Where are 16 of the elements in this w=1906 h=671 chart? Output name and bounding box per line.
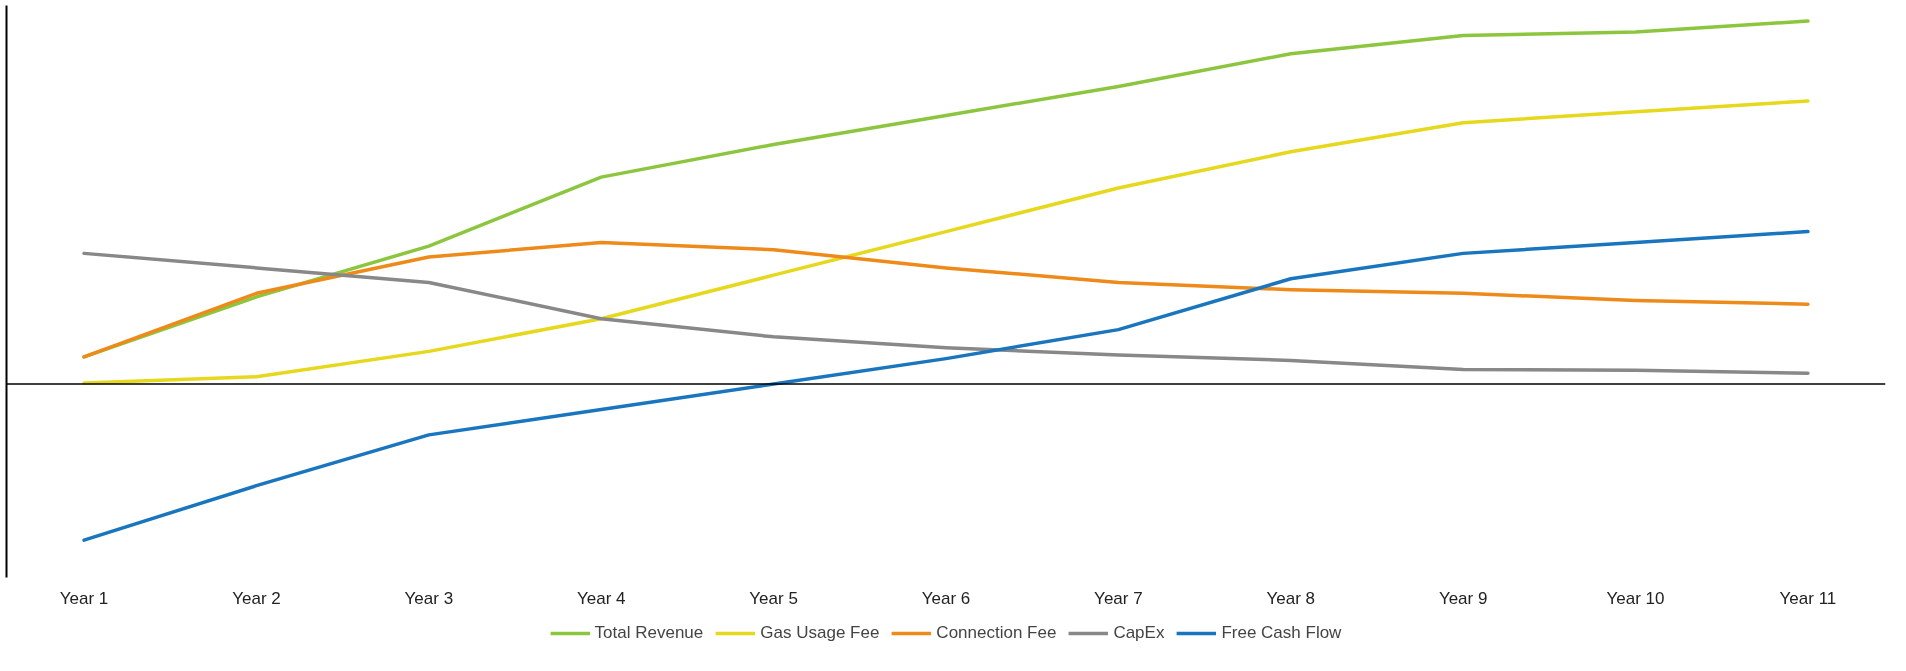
legend-label: Total Revenue [594,622,704,643]
x-tick-label: Year 7 [1094,588,1143,608]
legend-label: Connection Fee [936,622,1057,643]
legend-label: Gas Usage Fee [760,622,880,643]
x-tick-label: Year 2 [232,588,281,608]
x-tick-label: Year 3 [404,588,454,608]
x-tick-label: Year 6 [921,588,971,608]
legend-label: CapEx [1113,622,1165,643]
x-tick-label: Year 5 [749,588,798,608]
x-tick-label: Year 10 [1606,588,1665,608]
x-tick-label: Year 4 [576,588,626,608]
x-tick-label: Year 9 [1438,588,1488,608]
x-tick-label: Year 8 [1266,588,1316,608]
x-tick-label: Year 11 [1779,588,1837,608]
legend-label: Free Cash Flow [1221,622,1342,643]
x-tick-label: Year 1 [59,588,109,608]
